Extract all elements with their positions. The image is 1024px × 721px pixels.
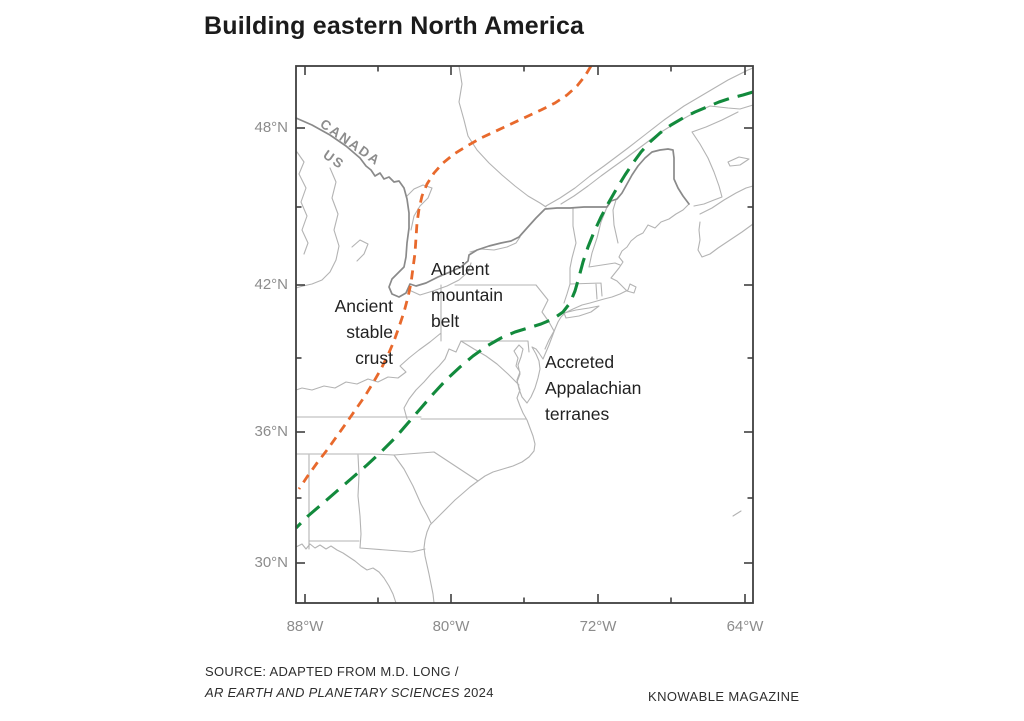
y-tick-label-0: 48°N bbox=[254, 119, 288, 136]
accreted-appalachian-terranes-label: Accreted Appalachian terranes bbox=[545, 352, 642, 424]
x-tick-label-3: 64°W bbox=[726, 618, 764, 635]
coastline-atlantic bbox=[423, 203, 690, 604]
y-tick-label-2: 36°N bbox=[254, 423, 288, 440]
source-line-2: AR EARTH AND PLANETARY SCIENCES 2024 bbox=[205, 685, 494, 700]
y-tick-label-1: 42°N bbox=[254, 276, 288, 293]
ancient-stable-crust-label: Ancient stable crust bbox=[334, 296, 393, 368]
brand-label: KNOWABLE MAGAZINE bbox=[648, 689, 800, 704]
bermuda bbox=[732, 510, 742, 517]
st-lawrence-and-gaspe bbox=[545, 67, 754, 207]
long-island bbox=[563, 305, 600, 319]
great-lakes-shores bbox=[295, 151, 521, 296]
source-credit: SOURCE: ADAPTED FROM M.D. LONG / AR EART… bbox=[205, 661, 494, 703]
quebec-ontario-border bbox=[458, 65, 547, 208]
us-canada-border bbox=[295, 117, 690, 298]
x-tick-label-2: 72°W bbox=[579, 618, 617, 635]
x-tick-label-1: 80°W bbox=[432, 618, 470, 635]
figure-title: Building eastern North America bbox=[204, 12, 585, 40]
ancient-stable-crust-boundary bbox=[297, 65, 593, 490]
axis-ticks bbox=[296, 66, 753, 603]
y-tick-label-3: 30°N bbox=[254, 554, 288, 571]
appalachian-front-boundary bbox=[294, 90, 754, 530]
nova-scotia-pei bbox=[697, 156, 754, 258]
coastline-gulf bbox=[295, 543, 397, 604]
ancient-mountain-belt-label: Ancient mountain belt bbox=[431, 259, 503, 331]
source-line-1: SOURCE: ADAPTED FROM M.D. LONG / bbox=[205, 664, 459, 679]
x-tick-label-0: 88°W bbox=[286, 618, 324, 635]
